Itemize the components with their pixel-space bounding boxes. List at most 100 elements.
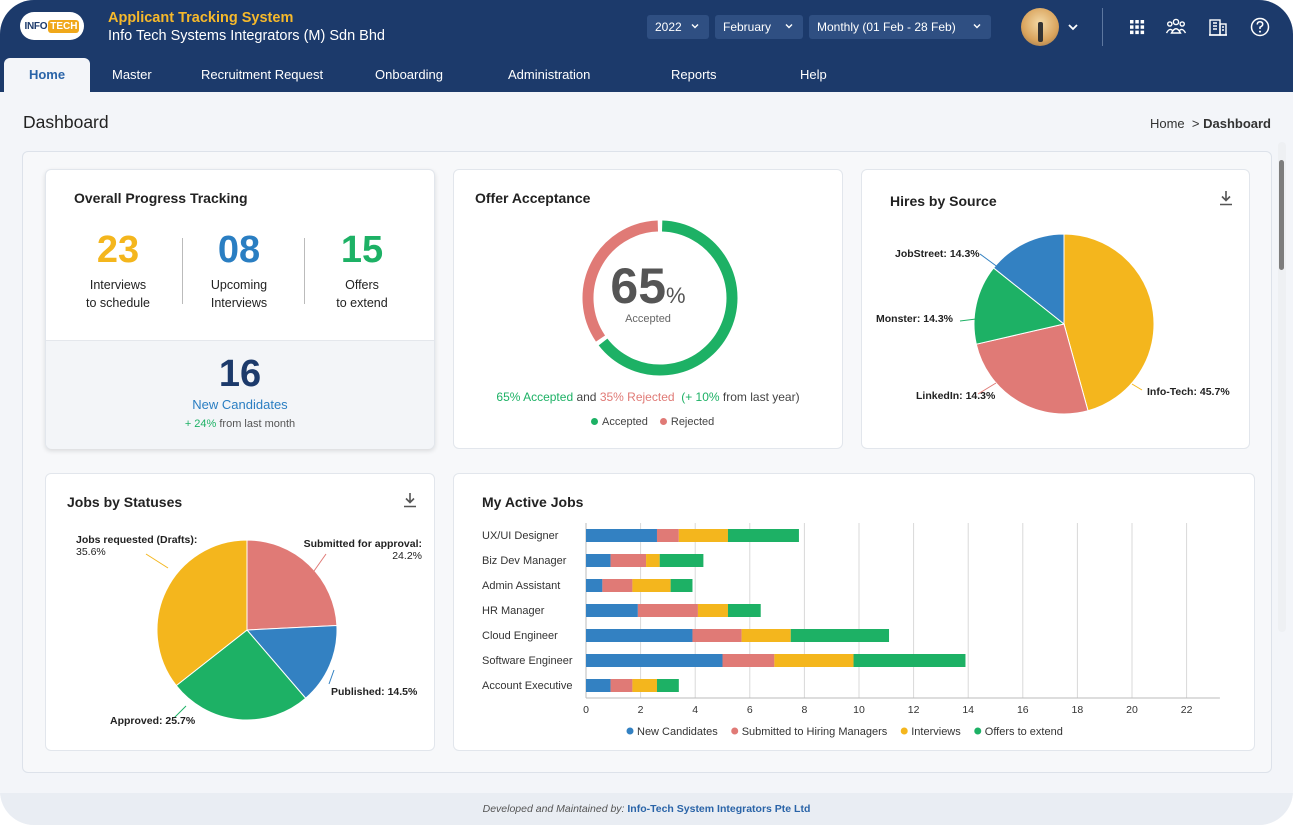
pie-label-infotech: Info-Tech: 45.7% <box>1147 386 1230 398</box>
breadcrumb-separator: > <box>1191 116 1200 131</box>
users-icon[interactable] <box>1165 16 1187 38</box>
scrollbar-track[interactable] <box>1278 142 1286 632</box>
top-header: INFO TECH Applicant Tracking System Info … <box>0 0 1293 92</box>
bar-segment[interactable] <box>586 604 638 617</box>
y-category-label: Software Engineer <box>482 655 573 667</box>
company-logo[interactable]: INFO TECH <box>20 12 84 40</box>
footer-company-link[interactable]: Info-Tech System Integrators Pte Ltd <box>627 803 811 815</box>
bar-segment[interactable] <box>790 629 890 642</box>
hires-pie-chart <box>959 233 1155 415</box>
bar-segment[interactable] <box>727 529 799 542</box>
breadcrumb-home[interactable]: Home <box>1149 116 1185 131</box>
bar-segment[interactable] <box>741 629 791 642</box>
tab-home[interactable]: Home <box>4 58 90 92</box>
legend-label[interactable]: Offers to extend <box>985 726 1063 738</box>
tab-help[interactable]: Help <box>800 67 827 82</box>
legend-dot <box>900 727 908 735</box>
new-candidates-panel[interactable]: 16 New Candidates + 24% from last month <box>46 340 434 449</box>
tab-recruitment-request[interactable]: Recruitment Request <box>201 67 324 82</box>
pie-slice-published[interactable] <box>245 624 338 699</box>
bar-segment[interactable] <box>697 604 728 617</box>
year-select[interactable]: 2022 <box>647 15 709 39</box>
x-tick-label: 6 <box>747 704 753 716</box>
user-menu-chevron-icon[interactable] <box>1066 20 1080 34</box>
tab-administration[interactable]: Administration <box>508 67 591 82</box>
bar-segment[interactable] <box>586 554 611 567</box>
bar-segment[interactable] <box>586 579 603 592</box>
bar-segment[interactable] <box>632 579 671 592</box>
bar-segment[interactable] <box>602 579 633 592</box>
y-category-label: UX/UI Designer <box>482 530 559 542</box>
stat-offers[interactable]: 15 Offers to extend <box>302 228 422 312</box>
y-category-label: Account Executive <box>482 680 573 692</box>
pie-label-text: Approved: 25.7% <box>110 715 196 727</box>
bar-segment[interactable] <box>586 529 657 542</box>
building-icon[interactable] <box>1207 16 1229 38</box>
pie-leader-line <box>959 318 977 322</box>
pie-slice-drafts[interactable] <box>156 539 248 687</box>
download-icon[interactable] <box>1218 189 1234 207</box>
bar-segment[interactable] <box>632 679 657 692</box>
bar-segment[interactable] <box>774 654 854 667</box>
pie-label-text: Published: 14.5% <box>331 686 418 698</box>
bar-segment[interactable] <box>646 554 660 567</box>
tab-onboarding[interactable]: Onboarding <box>375 67 443 82</box>
breadcrumb: Home > Dashboard <box>1150 116 1271 131</box>
pie-label-text: Monster: 14.3% <box>876 313 954 325</box>
pie-slice-info-tech[interactable] <box>1063 233 1155 412</box>
pie-slice-jobstreet[interactable] <box>992 233 1065 326</box>
donut-slice-accepted[interactable] <box>598 220 738 376</box>
y-category-label: HR Manager <box>482 605 545 617</box>
scrollbar-thumb[interactable] <box>1279 160 1284 270</box>
bar-segment[interactable] <box>727 604 761 617</box>
pie-label-jobstreet: JobStreet: 14.3% <box>895 248 980 260</box>
period-select[interactable]: Monthly (01 Feb - 28 Feb) <box>809 15 991 39</box>
pie-label-published: Published: 14.5% <box>331 686 417 698</box>
month-select[interactable]: February <box>715 15 803 39</box>
stat-label-1: Interviews <box>89 278 147 292</box>
offer-percentage-sign: % <box>666 283 686 308</box>
page-title: Dashboard <box>23 112 109 132</box>
pie-slice-approved[interactable] <box>175 629 307 721</box>
pie-label-text: Submitted for approval: <box>303 538 422 550</box>
bar-segment[interactable] <box>678 529 728 542</box>
bar-segment[interactable] <box>659 554 704 567</box>
legend-label[interactable]: Submitted to Hiring Managers <box>742 726 888 738</box>
bar-segment[interactable] <box>637 604 698 617</box>
bar-segment[interactable] <box>586 629 693 642</box>
tab-master[interactable]: Master <box>112 67 152 82</box>
bar-segment[interactable] <box>656 529 679 542</box>
bar-segment[interactable] <box>722 654 775 667</box>
x-tick-label: 12 <box>908 704 920 716</box>
legend-label[interactable]: New Candidates <box>637 726 718 738</box>
apps-grid-icon[interactable] <box>1126 16 1148 38</box>
help-icon[interactable] <box>1249 16 1271 38</box>
chevron-down-icon <box>973 24 981 29</box>
pie-slice-submitted[interactable] <box>246 539 338 631</box>
legend-label[interactable]: Interviews <box>911 726 961 738</box>
bar-segment[interactable] <box>586 679 611 692</box>
legend-item-accepted[interactable]: Accepted <box>591 416 648 428</box>
bar-segment[interactable] <box>853 654 966 667</box>
bar-segment[interactable] <box>656 679 679 692</box>
stat-interviews[interactable]: 23 Interviews to schedule <box>58 228 178 312</box>
bar-segment[interactable] <box>610 554 647 567</box>
user-avatar[interactable] <box>1021 8 1059 46</box>
stat-number: 08 <box>217 229 261 271</box>
y-category-label: Admin Assistant <box>482 580 560 592</box>
pie-slice-linkedin[interactable] <box>975 323 1089 415</box>
bar-segment[interactable] <box>610 679 633 692</box>
tab-reports[interactable]: Reports <box>671 67 717 82</box>
stat-upcoming[interactable]: 08 Upcoming Interviews <box>179 228 299 312</box>
offer-percentage-number: 65 <box>610 258 667 314</box>
download-icon[interactable] <box>402 491 418 509</box>
pie-slice-monster[interactable] <box>973 267 1066 345</box>
donut-slice-rejected[interactable] <box>582 220 659 342</box>
stat-label-2: to schedule <box>86 296 150 310</box>
bar-segment[interactable] <box>670 579 693 592</box>
bar-segment[interactable] <box>692 629 742 642</box>
x-tick-label: 18 <box>1072 704 1084 716</box>
legend-item-rejected[interactable]: Rejected <box>659 416 714 428</box>
summary-change: (+ 10% <box>681 390 720 404</box>
bar-segment[interactable] <box>586 654 723 667</box>
